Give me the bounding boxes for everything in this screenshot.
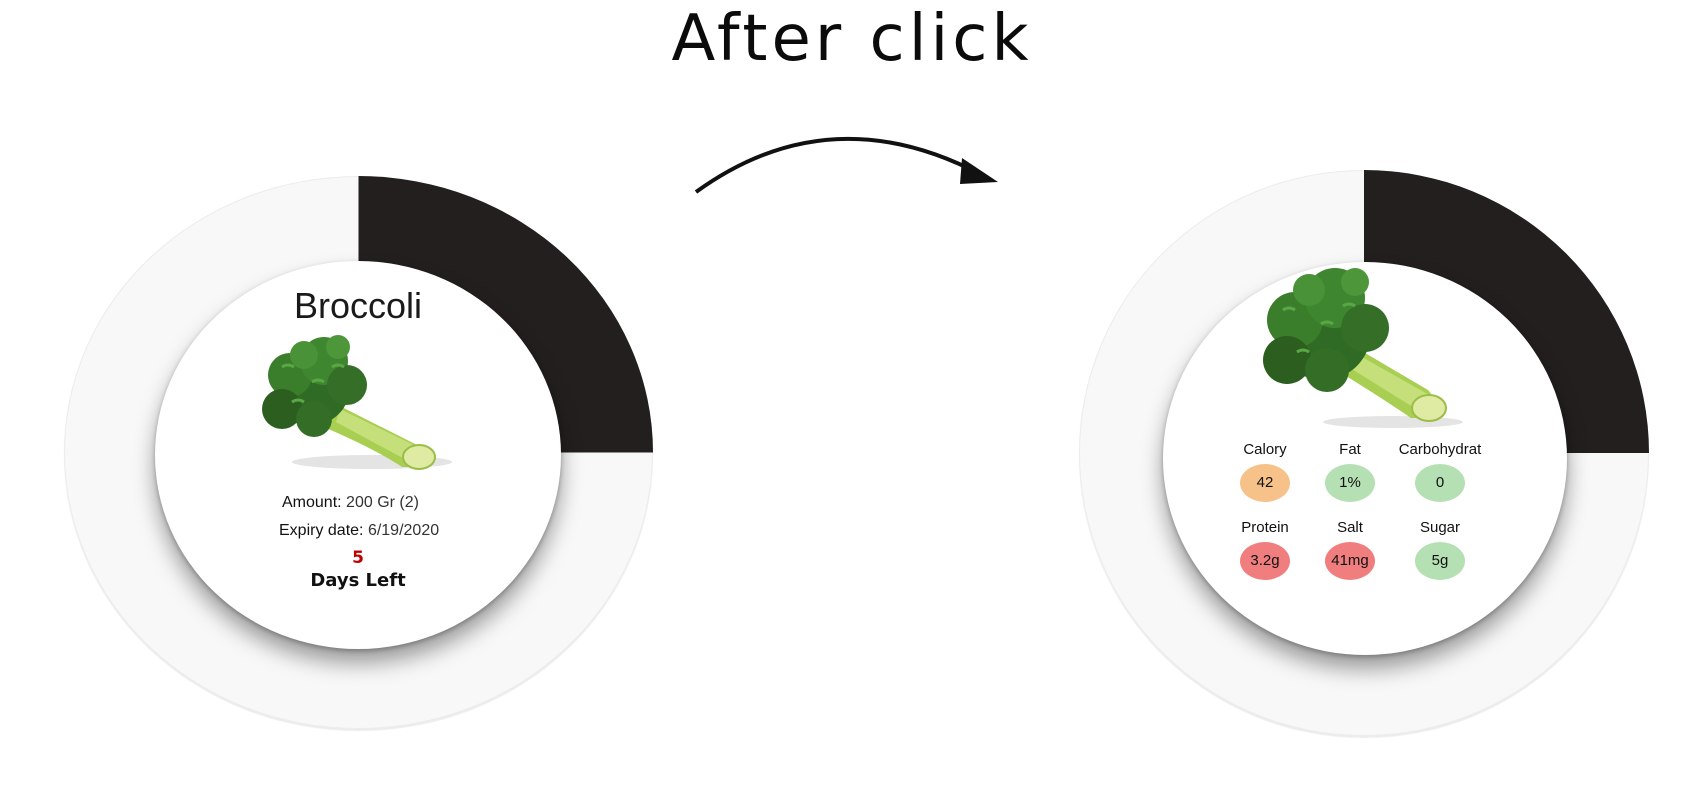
nutrient-value-badge: 5g: [1415, 542, 1465, 580]
nutrient-label: Salt: [1337, 519, 1363, 536]
curved-arrow-icon: [694, 136, 998, 194]
nutrient-value-badge: 1%: [1325, 464, 1375, 502]
nutrient-label: Fat: [1339, 441, 1361, 458]
food-title: Broccoli: [293, 285, 423, 326]
amount-value: 200 Gr (2): [346, 494, 419, 511]
nutrient-fat: Fat 1%: [1295, 440, 1405, 502]
amount-line: Amount: 200 Gr (2): [282, 494, 419, 512]
nutrient-sugar: Sugar 5g: [1385, 518, 1495, 580]
broccoli-image: [262, 335, 452, 470]
nutrient-value-badge: 3.2g: [1240, 542, 1290, 580]
days-left-label: Days Left: [310, 570, 406, 591]
nutrient-calory: Calory 42: [1210, 440, 1320, 502]
broccoli-image: [1263, 268, 1463, 428]
nutrient-label: Calory: [1243, 441, 1287, 458]
nutrient-label: Protein: [1241, 519, 1289, 536]
expiry-value: 6/19/2020: [367, 522, 440, 539]
nutrient-protein: Protein 3.2g: [1210, 518, 1320, 580]
nutrient-carbohydrat: Carbohydrat 0: [1385, 440, 1495, 502]
food-card-before[interactable]: Broccoli Amount: 200 Gr (2): [64, 176, 653, 729]
days-left-value: 5: [352, 548, 364, 568]
nutrient-label: Carbohydrat: [1398, 441, 1482, 458]
nutrient-value-badge: 41mg: [1325, 542, 1375, 580]
nutrient-value-badge: 42: [1240, 464, 1290, 502]
nutrient-salt: Salt 41mg: [1295, 518, 1405, 580]
expiry-label: Expiry date:: [279, 522, 364, 539]
page-heading: After click: [671, 2, 1033, 76]
expiry-line: Expiry date: 6/19/2020: [279, 522, 439, 540]
nutrient-value-badge: 0: [1415, 464, 1465, 502]
food-card-after[interactable]: Calory 42 Fat 1% Carbohydrat 0 Protein 3.2g Salt…: [1079, 170, 1649, 736]
card-inner-face[interactable]: Calory 42 Fat 1% Carbohydrat 0 Protein 3.2g Salt…: [1163, 262, 1567, 655]
nutrient-label: Sugar: [1419, 519, 1461, 536]
card-inner-face[interactable]: Broccoli Amount: 200 Gr (2): [155, 261, 561, 649]
amount-label: Amount:: [282, 494, 342, 511]
